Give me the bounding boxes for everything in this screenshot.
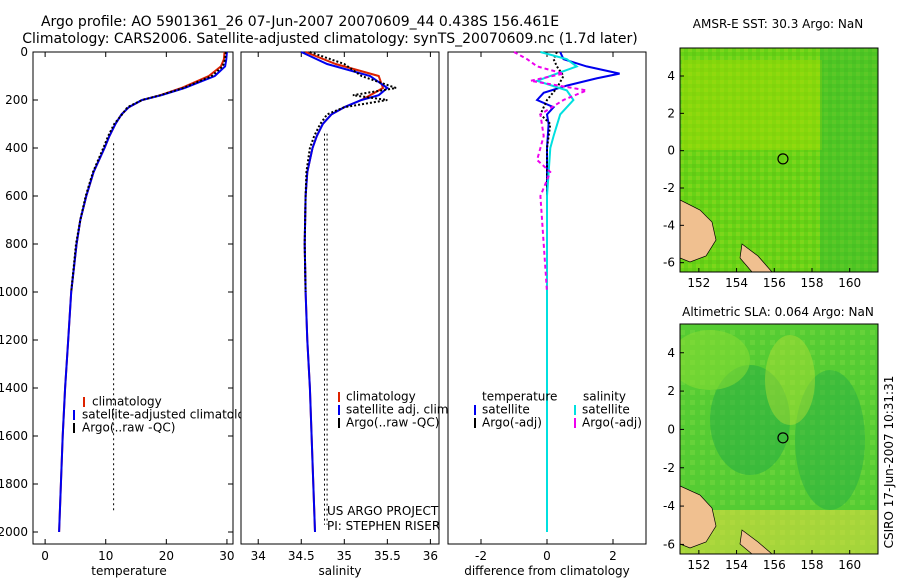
map-x-tick-label: 154: [725, 558, 748, 572]
map-x-tick-label: 152: [687, 558, 710, 572]
y-tick-label: 1200: [0, 333, 28, 347]
argo-float-location-marker: [777, 432, 789, 444]
land-bougainville-sst: [739, 243, 773, 272]
difference-panel: -2 0 2 difference from climatology tempera…: [447, 51, 647, 578]
legend-salinity-title: salinity: [583, 390, 626, 404]
map-x-tick-label: 158: [801, 558, 824, 572]
x-tick-label: 30: [219, 549, 234, 563]
legend-argo: Argo(..raw -QC): [346, 416, 439, 430]
legend-sal-satellite: satellite: [582, 403, 630, 417]
x-tick-label: 36: [423, 549, 438, 563]
legend-temp-satellite: satellite: [482, 403, 530, 417]
sla-axes-frame: [679, 323, 879, 555]
series-line-argo: [303, 51, 397, 293]
y-tick-label: 1400: [0, 381, 28, 395]
x-tick-label: -2: [475, 549, 487, 563]
sst-cool-band: [820, 48, 878, 272]
y-tick-label: 1600: [0, 429, 28, 443]
sst-map-panel: AMSR-E SST: 30.3 Argo: NaN 152 154 156 158 1…: [663, 17, 879, 290]
difference-legend: temperature salinity satellite Argo(-adj…: [474, 390, 642, 430]
x-tick-label: 35.5: [374, 549, 401, 563]
legend-climatology: climatology: [346, 390, 416, 404]
sla-high-1: [680, 330, 750, 390]
x-tick-label: 35: [337, 549, 352, 563]
map-x-tick-label: 156: [763, 558, 786, 572]
y-tick-label: 200: [5, 93, 28, 107]
y-tick-label: 2000: [0, 525, 28, 539]
y-tick-label: 1000: [0, 285, 28, 299]
map-x-tick-label: 160: [838, 276, 861, 290]
y-tick-label: 400: [5, 141, 28, 155]
map-x-tick-label: 160: [838, 558, 861, 572]
y-tick-label: 800: [5, 237, 28, 251]
map-y-tick-label: -6: [663, 256, 675, 270]
legend-temperature-title: temperature: [482, 390, 557, 404]
map-x-tick-label: 156: [763, 276, 786, 290]
temperature-panel: 0 10 20 30 0 200 400 600 800 1000 1200 1400 1600 1800…: [0, 45, 260, 578]
x-tick-label: 0: [41, 549, 49, 563]
map-y-tick-label: -6: [663, 537, 675, 551]
sst-axes-frame: [679, 47, 879, 273]
difference-xlabel: difference from climatology: [464, 564, 630, 578]
land-new-ireland-sst: [680, 199, 717, 263]
legend-temp-argo: Argo(-adj): [482, 416, 542, 430]
sst-map-title: AMSR-E SST: 30.3 Argo: NaN: [693, 17, 863, 31]
series-line-salinity-satellite: [534, 51, 579, 532]
map-y-tick-label: 0: [667, 422, 675, 436]
legend-sal-argo: Argo(-adj): [582, 416, 642, 430]
project-annotation: US ARGO PROJECT: [327, 504, 439, 518]
salinity-xlabel: salinity: [318, 564, 361, 578]
pi-annotation: PI: STEPHEN RISER: [327, 519, 440, 533]
sla-low-2: [795, 370, 865, 510]
y-tick-label: 1800: [0, 477, 28, 491]
x-tick-label: 34.5: [288, 549, 315, 563]
map-x-tick-label: 158: [801, 276, 824, 290]
map-y-tick-label: 0: [667, 144, 675, 158]
x-tick-label: 10: [98, 549, 113, 563]
timestamp-stamp: CSIRO 17-Jun-2007 10:31:31: [882, 376, 896, 549]
series-line-temperature-argo: [539, 51, 565, 292]
map-y-tick-label: -4: [663, 218, 675, 232]
sla-map-title: Altimetric SLA: 0.064 Argo: NaN: [682, 305, 874, 319]
legend-satellite: satellite-adjusted climatology: [82, 408, 260, 422]
x-tick-label: 0: [543, 549, 551, 563]
map-y-tick-label: 4: [667, 346, 675, 360]
salinity-panel: 34 34.5 35 35.5 36 salinity climatology sate…: [240, 51, 452, 578]
map-y-tick-label: 2: [667, 384, 675, 398]
argo-float-location-marker: [777, 153, 789, 165]
x-tick-label: 2: [609, 549, 617, 563]
map-y-tick-label: 4: [667, 69, 675, 83]
series-line-satellite: [58, 51, 228, 533]
temperature-xlabel: temperature: [91, 564, 166, 578]
land-bougainville-sla: [739, 529, 773, 554]
map-y-tick-label: -4: [663, 499, 675, 513]
x-tick-label: 34: [251, 549, 266, 563]
legend-argo: Argo(..raw -QC): [82, 421, 175, 435]
map-x-tick-label: 154: [725, 276, 748, 290]
salinity-legend: climatology satellite adj. clim. Argo(..…: [338, 390, 452, 430]
y-tick-label: 600: [5, 189, 28, 203]
y-tick-label: 0: [20, 45, 28, 59]
legend-satellite: satellite adj. clim.: [346, 403, 452, 417]
temperature-legend: climatology satellite-adjusted climatolo…: [73, 395, 260, 435]
map-y-tick-label: 2: [667, 106, 675, 120]
sla-map-panel: Altimetric SLA: 0.064 Argo: NaN 152 154 15…: [663, 305, 879, 572]
map-y-tick-label: -2: [663, 461, 675, 475]
map-x-tick-label: 152: [687, 276, 710, 290]
figure-title-line2: Climatology: CARS2006. Satellite-adjuste…: [22, 31, 637, 47]
sst-warm-patch: [682, 60, 822, 150]
x-tick-label: 20: [159, 549, 174, 563]
figure-title-line1: Argo profile: AO 5901361_26 07-Jun-2007 …: [41, 14, 559, 30]
map-y-tick-label: -2: [663, 181, 675, 195]
temperature-axes-frame: [32, 51, 234, 545]
sla-high-2: [765, 335, 815, 425]
series-line-argo: [70, 51, 227, 293]
series-line-salinity-argo: [513, 51, 591, 293]
legend-climatology: climatology: [92, 395, 162, 409]
salinity-axes-frame: [240, 51, 440, 545]
